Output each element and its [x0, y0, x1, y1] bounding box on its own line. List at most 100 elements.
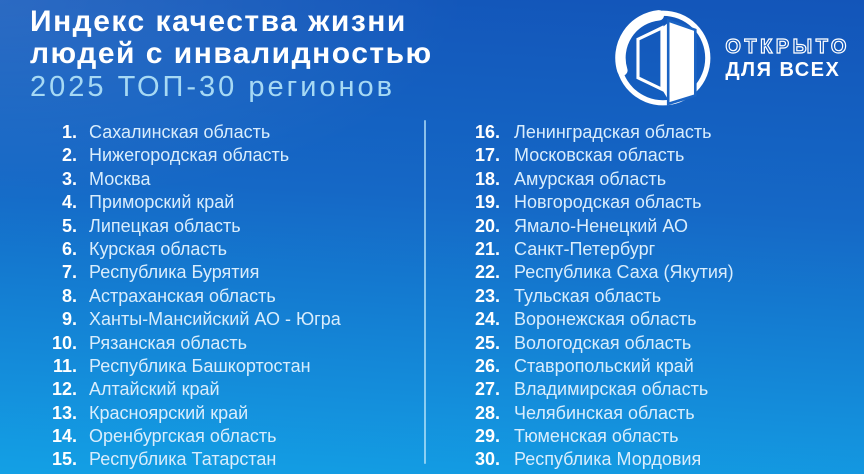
region-name: Республика Саха (Якутия) [514, 262, 734, 283]
region-name: Красноярский край [89, 402, 249, 423]
list-item: 5. Липецкая область [30, 215, 341, 238]
logo-line-2: ДЛЯ ВСЕХ [725, 58, 841, 81]
region-name: Республика Мордовия [514, 449, 702, 470]
rank-number: 10. [51, 332, 77, 353]
region-name: Владимирская область [514, 379, 709, 400]
rank-number: 2. [61, 145, 77, 166]
rank-number: 30. [474, 449, 500, 470]
region-name: Республика Бурятия [89, 262, 260, 283]
region-name: Воронежская область [514, 309, 697, 330]
rank-number: 16. [474, 122, 500, 142]
region-name: Москва [89, 168, 151, 189]
list-item: 8. Астраханская область [30, 285, 341, 308]
rank-number: 5. [61, 215, 77, 236]
rank-number: 4. [61, 192, 77, 213]
rank-number: 20. [474, 215, 500, 236]
logo-line-1: ОТКРЫТО [725, 35, 850, 58]
region-name: Ставропольский край [514, 355, 694, 376]
rank-number: 17. [474, 145, 500, 166]
rank-number: 14. [51, 426, 77, 447]
list-item: 22. Республика Саха (Якутия) [455, 261, 734, 284]
region-name: Челябинская область [514, 402, 695, 423]
rank-number: 18. [474, 168, 500, 189]
region-name: Амурская область [514, 168, 667, 189]
page-title-line-1: Индекс качества жизни [30, 5, 407, 38]
list-item: 12. Алтайский край [30, 378, 341, 401]
region-name: Ханты-Мансийский АО - Югра [89, 309, 341, 330]
region-name: Тюменская область [514, 426, 679, 447]
rank-number: 27. [474, 379, 500, 400]
list-item: 28. Челябинская область [455, 402, 734, 425]
list-item: 20. Ямало-Ненецкий АО [455, 215, 734, 238]
page-title-line-2: людей с инвалидностью [30, 37, 433, 70]
rank-number: 29. [474, 426, 500, 447]
list-item: 16. Ленинградская область [455, 121, 734, 144]
rank-number: 6. [61, 238, 77, 259]
region-name: Оренбургская область [89, 426, 277, 447]
column-divider [424, 120, 426, 464]
region-name: Санкт-Петербург [514, 238, 656, 259]
region-name: Вологодская область [514, 332, 692, 353]
region-name: Республика Татарстан [89, 449, 277, 470]
list-item: 2. Нижегородская область [30, 144, 341, 167]
list-item: 15. Республика Татарстан [30, 448, 341, 471]
region-name: Ленинградская область [514, 122, 712, 142]
rank-number: 19. [474, 192, 500, 213]
rank-number: 15. [51, 449, 77, 470]
rank-number: 21. [474, 238, 500, 259]
region-name: Липецкая область [89, 215, 241, 236]
list-item: 23. Тульская область [455, 285, 734, 308]
rank-number: 7. [61, 262, 77, 283]
rank-number: 22. [474, 262, 500, 283]
rank-number: 23. [474, 285, 500, 306]
region-name: Ямало-Ненецкий АО [514, 215, 688, 236]
list-item: 26. Ставропольский край [455, 355, 734, 378]
rank-number: 13. [51, 402, 77, 423]
list-item: 29. Тюменская область [455, 425, 734, 448]
list-item: 10. Рязанская область [30, 332, 341, 355]
list-item: 11. Республика Башкортостан [30, 355, 341, 378]
rank-number: 25. [474, 332, 500, 353]
region-name: Новгородская область [514, 192, 702, 213]
rank-number: 8. [61, 285, 77, 306]
page-subtitle: 2025 ТОП-30 регионов [30, 71, 396, 103]
list-item: 17. Московская область [455, 144, 734, 167]
region-name: Нижегородская область [89, 145, 290, 166]
list-item: 27. Владимирская область [455, 378, 734, 401]
region-name: Рязанская область [89, 332, 248, 353]
rank-number: 11. [52, 355, 77, 376]
rank-number: 3. [61, 168, 77, 189]
region-name: Курская область [89, 238, 227, 259]
region-name: Тульская область [514, 285, 662, 306]
rank-number: 28. [474, 402, 500, 423]
region-name: Астраханская область [89, 285, 276, 306]
rank-number: 24. [474, 309, 500, 330]
region-name: Сахалинская область [89, 122, 271, 142]
region-name: Республика Башкортостан [89, 355, 311, 376]
ranking-column-left: 1. Сахалинская область 2. Нижегородская обл… [30, 121, 341, 472]
region-name: Приморский край [89, 192, 235, 213]
list-item: 30. Республика Мордовия [455, 448, 734, 471]
ranking-column-right: 16. Ленинградская область 17. Московская об… [455, 121, 734, 472]
list-item: 13. Красноярский край [30, 402, 341, 425]
list-item: 9. Ханты-Мансийский АО - Югра [30, 308, 341, 331]
list-item: 14. Оренбургская область [30, 425, 341, 448]
list-item: 21. Санкт-Петербург [455, 238, 734, 261]
region-name: Московская область [514, 145, 685, 166]
list-item: 7. Республика Бурятия [30, 261, 341, 284]
rank-number: 26. [474, 355, 500, 376]
region-name: Алтайский край [89, 379, 220, 400]
rank-number: 12. [51, 379, 77, 400]
list-item: 3. Москва [30, 168, 341, 191]
rank-number: 9. [61, 309, 77, 330]
open-door-logo-icon [615, 10, 711, 106]
list-item: 19. Новгородская область [455, 191, 734, 214]
logo: ОТКРЫТО ДЛЯ ВСЕХ [613, 8, 850, 108]
list-item: 1. Сахалинская область [30, 121, 341, 144]
list-item: 25. Вологодская область [455, 332, 734, 355]
logo-text: ОТКРЫТО ДЛЯ ВСЕХ [725, 35, 850, 82]
list-item: 24. Воронежская область [455, 308, 734, 331]
list-item: 4. Приморский край [30, 191, 341, 214]
region-ranking-list: 1. Сахалинская область 2. Нижегородская обл… [0, 121, 864, 474]
